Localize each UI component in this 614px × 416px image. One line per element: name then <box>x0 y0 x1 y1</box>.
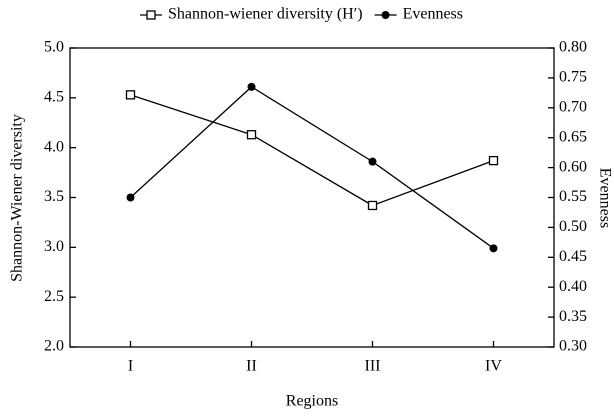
y2-tick-label: 0.30 <box>559 338 587 355</box>
x-tick-label: II <box>246 358 257 375</box>
marker <box>368 157 377 166</box>
y-tick-label: 5.0 <box>44 39 64 56</box>
y-tick-label: 3.5 <box>44 188 64 205</box>
y-axis-label: Shannon-Wiener diversity <box>9 114 26 282</box>
marker <box>367 200 378 211</box>
y-tick-label: 2.5 <box>44 288 64 305</box>
marker <box>125 90 136 100</box>
y2-tick-label: 0.55 <box>559 188 587 205</box>
y2-tick-label: 0.65 <box>559 128 587 145</box>
marker <box>489 244 498 253</box>
legend-label: Evenness <box>403 6 463 23</box>
series-line <box>130 94 494 207</box>
marker <box>246 130 257 140</box>
marker <box>488 155 499 166</box>
marker <box>247 82 256 91</box>
series-line <box>130 86 494 249</box>
plot-frame <box>69 47 555 348</box>
x-tick-label: I <box>128 358 133 375</box>
y2-tick-label: 0.80 <box>559 39 587 56</box>
y2-tick-label: 0.60 <box>559 158 587 175</box>
x-tick-label: IV <box>485 358 502 375</box>
x-axis-label: Regions <box>286 393 338 410</box>
y2-tick-label: 0.75 <box>559 69 587 86</box>
y-tick-label: 4.5 <box>44 89 64 106</box>
legend-label: Shannon-wiener diversity (H′) <box>168 6 363 23</box>
y-tick-label: 4.0 <box>44 138 64 155</box>
y2-axis-label: Evenness <box>596 168 613 228</box>
y2-tick-label: 0.40 <box>559 278 587 295</box>
y2-tick-label: 0.50 <box>559 218 587 235</box>
x-tick-label: III <box>365 358 381 375</box>
y2-tick-label: 0.70 <box>559 98 587 115</box>
y2-tick-label: 0.45 <box>559 248 587 265</box>
marker <box>126 193 135 202</box>
legend-marker <box>146 10 156 20</box>
y-tick-label: 2.0 <box>44 338 64 355</box>
legend-marker <box>381 11 390 19</box>
y2-tick-label: 0.35 <box>559 308 587 325</box>
y-tick-label: 3.0 <box>44 238 64 255</box>
